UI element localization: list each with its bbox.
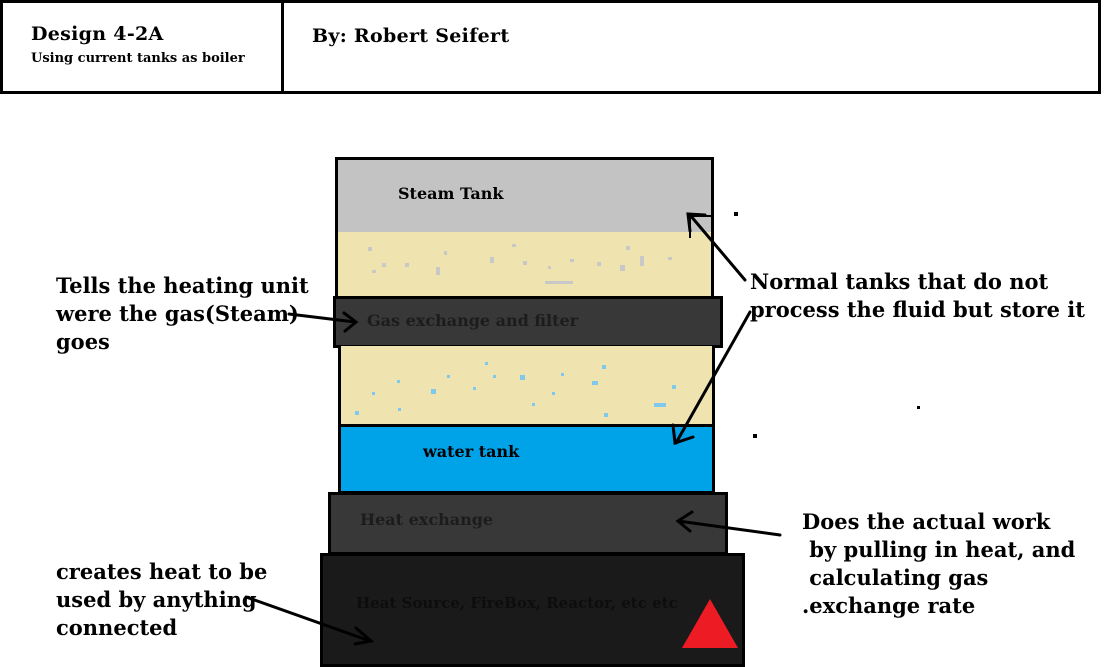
author-label: By: Robert Seifert — [312, 25, 510, 47]
arrow-gas-exchange — [287, 311, 359, 333]
note-line: by pulling in heat, and — [802, 537, 1076, 562]
author-cell: By: Robert Seifert — [281, 0, 1101, 94]
heat-source-label: Heat Source, FireBox, Reactor, etc etc — [356, 594, 678, 612]
heat-exchange — [328, 492, 728, 555]
arrow-water-tank — [671, 310, 752, 446]
normal-tanks-note: Normal tanks that do not process the flu… — [750, 268, 1085, 324]
red-triangle-icon — [682, 599, 738, 648]
note-line: goes — [56, 329, 110, 354]
arrow-heat-source — [244, 595, 375, 646]
note-line: connected — [56, 615, 178, 640]
sediment-speckles — [368, 244, 672, 284]
heat-exchange-note: Does the actual work by pulling in heat,… — [802, 508, 1075, 620]
design-subtitle: Using current tanks as boiler — [31, 51, 245, 66]
note-line: used by anything — [56, 587, 257, 612]
water-bubbles — [355, 362, 676, 417]
note-line: Does the actual work — [802, 509, 1051, 534]
gas-exchange-note: Tells the heating unit were the gas(Stea… — [56, 272, 309, 356]
design-title: Design 4-2A — [31, 23, 164, 45]
lower-fluid-tank — [338, 346, 715, 426]
water-tank-label: water tank — [423, 442, 520, 461]
note-line: .exchange rate — [802, 593, 976, 618]
note-line: Normal tanks that do not — [750, 269, 1049, 294]
gas-exchange-label: Gas exchange and filter — [367, 311, 579, 330]
notch-marker — [689, 215, 712, 238]
heat-source-note: creates heat to be used by anything conn… — [56, 558, 267, 642]
steam-tank-label: Steam Tank — [398, 184, 504, 203]
steam-tank — [335, 157, 714, 235]
note-line: calculating gas — [802, 565, 989, 590]
heat-exchange-label: Heat exchange — [360, 510, 494, 529]
note-line: creates heat to be — [56, 559, 268, 584]
note-line: were the gas(Steam) — [56, 301, 299, 326]
arrow-heat-exchange — [675, 510, 782, 537]
arrow-steam-tank — [686, 212, 747, 282]
stray-dots — [734, 212, 920, 438]
design-info-cell: Design 4-2A Using current tanks as boile… — [0, 0, 284, 94]
heat-source — [320, 553, 745, 667]
note-line: Tells the heating unit — [56, 273, 309, 298]
note-line: process the fluid but store it — [750, 297, 1085, 322]
